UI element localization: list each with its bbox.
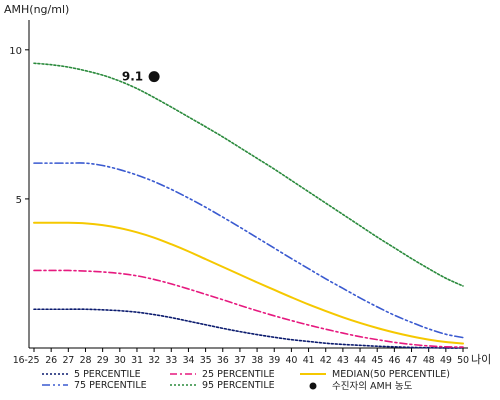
y-ticks: 5 10 bbox=[9, 46, 29, 206]
x-tick-label: 37 bbox=[234, 355, 246, 366]
x-tick-label: 42 bbox=[320, 355, 332, 366]
x-tick-label: 50 bbox=[457, 355, 469, 366]
x-tick-label: 48 bbox=[423, 355, 435, 366]
legend-label-0: 5 PERCENTILE bbox=[74, 369, 141, 380]
x-tick-label: 47 bbox=[406, 355, 418, 366]
x-tick-label: 30 bbox=[114, 355, 126, 366]
x-tick-label: 32 bbox=[148, 355, 160, 366]
x-axis-unit: 나이 bbox=[471, 353, 491, 366]
x-tick-label: 45 bbox=[371, 355, 383, 366]
x-tick-label: 27 bbox=[62, 355, 74, 366]
legend-label-1: 25 PERCENTILE bbox=[202, 369, 275, 380]
series-line-3 bbox=[33, 162, 464, 339]
x-tick-label: 26 bbox=[45, 355, 57, 366]
series-line-1 bbox=[33, 269, 464, 348]
y-tick-label: 5 bbox=[16, 195, 22, 206]
y-axis-title: AMH(ng/ml) bbox=[4, 3, 69, 16]
x-tick-label: 44 bbox=[354, 355, 366, 366]
x-tick-label: 43 bbox=[337, 355, 349, 366]
patient-amh-point bbox=[148, 71, 160, 83]
series-line-2 bbox=[33, 221, 464, 345]
x-tick-label: 41 bbox=[303, 355, 315, 366]
percentile-lines bbox=[33, 62, 464, 349]
series-line-0 bbox=[33, 308, 464, 349]
legend: 5 PERCENTILE 25 PERCENTILE MEDIAN(50 PERCE… bbox=[42, 369, 450, 392]
x-tick-label: 35 bbox=[200, 355, 212, 366]
legend-marker-label: 수진자의 AMH 농도 bbox=[332, 381, 413, 392]
x-tick-label: 29 bbox=[97, 355, 109, 366]
legend-label-3: 75 PERCENTILE bbox=[74, 380, 147, 391]
x-tick-label: 49 bbox=[440, 355, 452, 366]
x-tick-label: 46 bbox=[389, 355, 401, 366]
x-tick-label: 16-25 bbox=[13, 355, 40, 366]
x-tick-label: 36 bbox=[217, 355, 229, 366]
x-tick-label: 39 bbox=[268, 355, 280, 366]
series-line-4 bbox=[33, 62, 464, 287]
x-tick-label: 33 bbox=[165, 355, 177, 366]
legend-label-4: 95 PERCENTILE bbox=[202, 380, 275, 391]
legend-marker-swatch bbox=[309, 382, 317, 390]
x-tick-label: 40 bbox=[286, 355, 298, 366]
patient-marker: 9.1 bbox=[122, 70, 160, 84]
patient-amh-value-label: 9.1 bbox=[122, 70, 143, 84]
y-tick-label: 10 bbox=[9, 46, 22, 57]
x-tick-label: 34 bbox=[183, 355, 195, 366]
x-tick-label: 31 bbox=[131, 355, 143, 366]
legend-label-2: MEDIAN(50 PERCENTILE) bbox=[332, 369, 450, 380]
x-ticks: 16-25 26 27 28 29 30 31 32 33 34 35 36 37 38 39 40 41 42 4… bbox=[13, 348, 469, 366]
x-tick-label: 38 bbox=[251, 355, 263, 366]
x-tick-label: 28 bbox=[80, 355, 92, 366]
